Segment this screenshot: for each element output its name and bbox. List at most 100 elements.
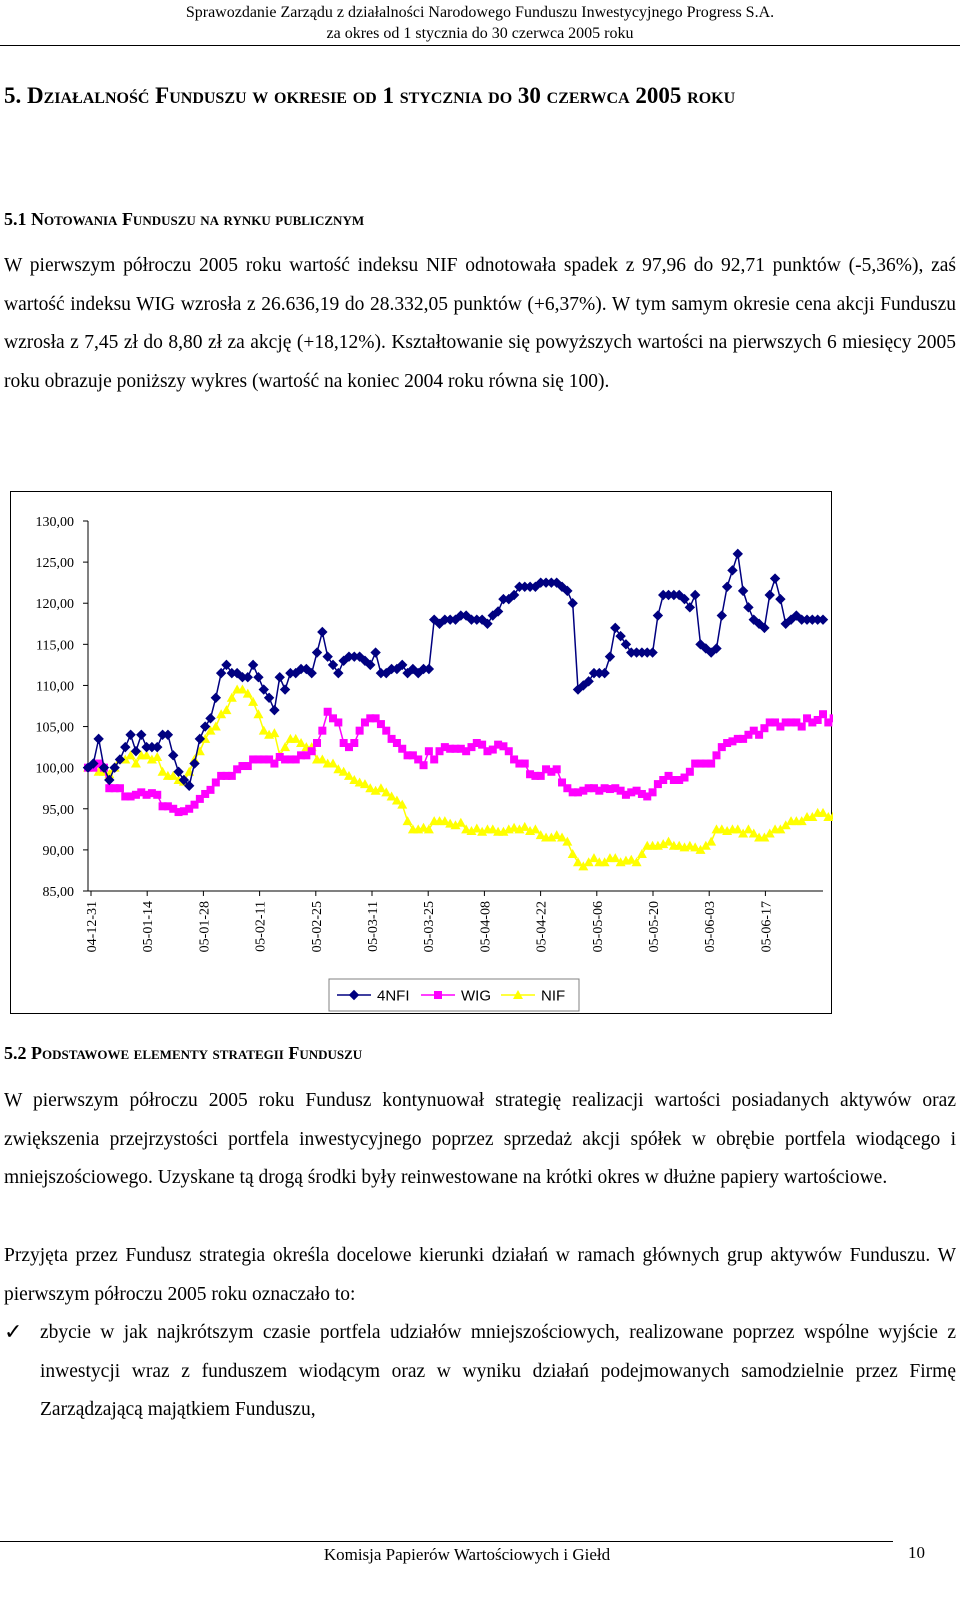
data-point-wig	[387, 734, 396, 743]
data-point-wig	[334, 718, 343, 727]
data-point-4nfi	[684, 602, 696, 613]
data-point-wig	[616, 786, 625, 795]
data-point-nif	[381, 787, 392, 797]
checkmark-icon: ✓	[4, 1320, 23, 1345]
x-tick-label: 05-03-11	[366, 901, 381, 952]
data-point-4nfi	[711, 643, 722, 654]
section-5-heading: 5. Działalność Funduszu w okresie od 1 s…	[4, 83, 736, 108]
data-point-nif	[775, 824, 786, 834]
data-point-wig	[259, 755, 268, 764]
data-point-nif	[359, 779, 370, 789]
data-point-nif	[546, 832, 557, 842]
data-point-4nfi	[679, 593, 690, 605]
data-point-nif	[690, 842, 701, 852]
data-point-nif	[391, 795, 402, 805]
data-point-4nfi	[583, 676, 594, 687]
data-point-wig	[499, 742, 508, 751]
x-tick-label: 05-02-25	[310, 901, 325, 952]
data-point-wig	[313, 739, 322, 747]
data-point-nif	[610, 853, 621, 863]
data-point-wig	[158, 802, 167, 811]
data-point-wig	[723, 739, 732, 747]
data-point-wig	[643, 792, 652, 801]
data-point-wig	[749, 726, 758, 735]
page-header: Sprawozdanie Zarządu z działalności Naro…	[0, 2, 960, 44]
data-point-wig	[696, 759, 705, 768]
data-point-nif	[738, 828, 749, 838]
data-point-4nfi	[279, 684, 291, 695]
data-point-4nfi	[311, 647, 323, 658]
y-tick-label: 85,00	[43, 885, 75, 900]
data-point-4nfi	[333, 667, 344, 679]
data-point-wig	[169, 804, 178, 813]
data-point-wig	[787, 718, 796, 727]
data-point-nif	[732, 824, 743, 834]
data-point-wig	[685, 767, 694, 776]
data-point-nif	[583, 857, 594, 867]
data-point-wig	[126, 792, 135, 801]
section-5-2-heading: 5.2 Podstawowe elementy strategii Fundus…	[4, 1043, 363, 1063]
data-point-4nfi	[306, 667, 317, 679]
data-point-nif	[706, 836, 717, 846]
data-point-4nfi	[615, 630, 626, 642]
data-point-wig	[435, 747, 444, 756]
data-point-nif	[487, 824, 498, 834]
y-tick-label: 90,00	[43, 844, 75, 859]
data-point-4nfi	[508, 589, 520, 601]
data-point-nif	[748, 828, 759, 838]
data-point-wig	[275, 752, 284, 761]
data-point-wig	[254, 755, 263, 764]
data-point-wig	[568, 788, 577, 797]
data-point-4nfi	[732, 548, 743, 560]
data-point-4nfi	[88, 758, 99, 769]
data-point-nif	[290, 733, 301, 743]
data-point-wig	[733, 734, 742, 743]
data-point-nif	[146, 754, 157, 764]
data-point-wig	[813, 715, 822, 724]
data-point-nif	[125, 750, 136, 760]
data-point-nif	[828, 811, 833, 820]
data-point-nif	[205, 725, 216, 735]
data-point-4nfi	[476, 614, 488, 625]
data-point-wig	[755, 730, 764, 739]
data-point-nif	[471, 823, 482, 833]
data-point-nif	[663, 836, 674, 846]
data-point-wig	[712, 751, 721, 760]
data-point-wig	[797, 722, 806, 731]
data-point-4nfi	[114, 754, 126, 765]
data-point-wig	[611, 784, 620, 793]
data-point-4nfi	[716, 610, 728, 621]
data-point-wig	[792, 718, 801, 727]
data-point-4nfi	[104, 774, 115, 786]
data-point-4nfi	[173, 766, 184, 777]
data-point-wig	[707, 759, 716, 768]
data-point-wig	[728, 737, 737, 746]
data-point-wig	[456, 744, 465, 753]
data-point-wig	[243, 762, 252, 771]
data-point-wig	[462, 747, 471, 756]
data-point-nif	[818, 807, 828, 817]
footer-divider	[0, 1541, 893, 1542]
data-point-4nfi	[263, 692, 275, 703]
data-point-wig	[451, 744, 460, 753]
data-point-wig	[488, 745, 497, 754]
data-point-wig	[515, 759, 524, 768]
data-point-4nfi	[327, 659, 339, 671]
data-point-wig	[446, 744, 455, 753]
strategy-bullet-text: zbycie w jak najkrótszym czasie portfela…	[40, 1322, 956, 1420]
data-point-wig	[739, 734, 748, 743]
data-point-wig	[94, 759, 103, 768]
legend-label-wig: WIG	[461, 988, 491, 1005]
data-point-4nfi	[125, 729, 136, 740]
y-tick-label: 105,00	[36, 721, 75, 736]
data-point-wig	[286, 755, 295, 764]
data-point-4nfi	[178, 774, 190, 786]
data-point-wig	[824, 718, 833, 727]
data-point-nif	[455, 817, 466, 827]
data-point-nif	[807, 812, 818, 821]
data-point-wig	[589, 784, 598, 793]
data-point-nif	[567, 849, 578, 858]
x-tick-label: 05-01-28	[197, 901, 212, 952]
legend-label-4nfi: 4NFI	[377, 988, 410, 1005]
data-point-nif	[168, 770, 179, 780]
